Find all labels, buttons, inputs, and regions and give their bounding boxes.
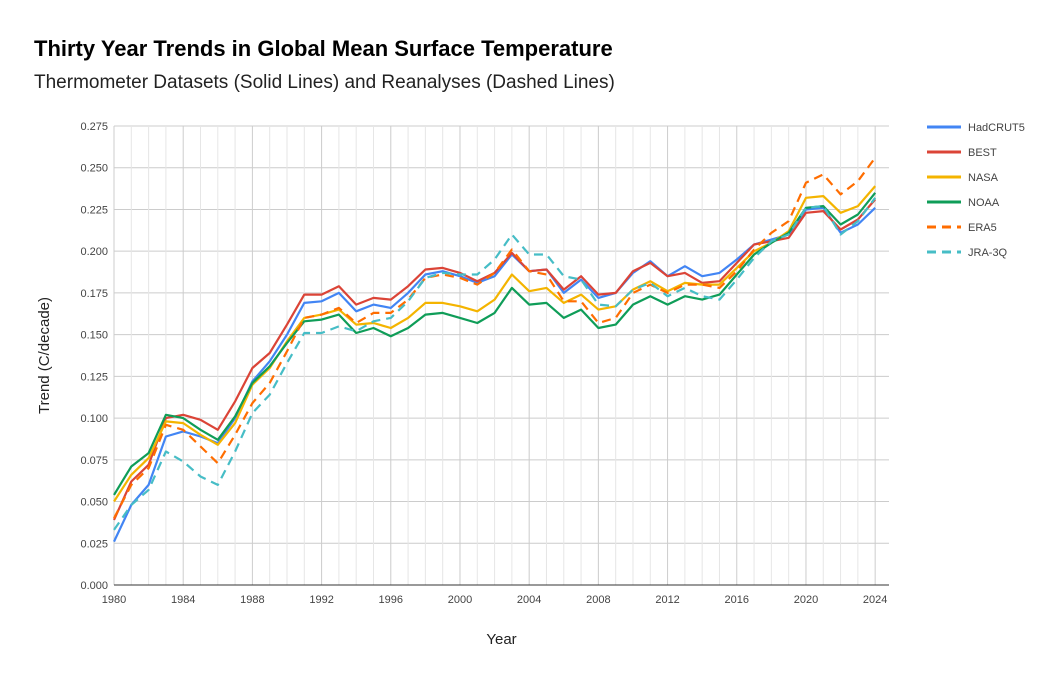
x-tick-label: 2024 (863, 594, 887, 606)
x-tick-label: 2000 (448, 594, 472, 606)
x-tick-label: 2020 (794, 594, 818, 606)
legend-label: NASA (968, 172, 999, 184)
y-tick-label: 0.075 (80, 455, 108, 467)
y-tick-label: 0.000 (80, 580, 108, 592)
x-tick-label: 1988 (240, 594, 264, 606)
x-axis-ticks: 1980 1984 1988 1992 1996 2000 2004 2008 2012 2016… (102, 594, 888, 606)
y-tick-label: 0.125 (80, 371, 108, 383)
x-tick-label: 2008 (586, 594, 610, 606)
y-tick-label: 0.250 (80, 163, 108, 175)
legend-label: NOAA (968, 197, 1000, 209)
chart-subtitle: Thermometer Datasets (Solid Lines) and R… (34, 72, 615, 93)
series-line-jra-3q (113, 197, 877, 531)
grid-lines (113, 125, 889, 585)
x-tick-label: 1992 (309, 594, 333, 606)
x-tick-label: 1996 (379, 594, 403, 606)
series-lines (112, 157, 877, 543)
legend-label: ERA5 (968, 222, 997, 234)
x-tick-label: 1984 (171, 594, 195, 606)
y-tick-label: 0.275 (80, 121, 108, 133)
legend-label: BEST (968, 147, 997, 159)
legend-label: JRA-3Q (968, 247, 1008, 259)
legend: HadCRUT5 BEST NASA NOAA ERA5 JRA-3Q (927, 122, 1025, 259)
x-axis-title: Year (486, 631, 516, 648)
series-line-noaa (113, 192, 877, 496)
x-tick-label: 2004 (517, 594, 541, 606)
series-line-nasa (113, 185, 877, 503)
y-tick-label: 0.150 (80, 330, 108, 342)
y-tick-label: 0.100 (80, 413, 108, 425)
x-tick-label: 1980 (102, 594, 126, 606)
y-axis-title: Trend (C/decade) (36, 297, 53, 414)
y-axis-ticks: 0.000 0.025 0.050 0.075 0.100 0.125 0.150 0.175… (80, 121, 108, 592)
x-tick-label: 2012 (655, 594, 679, 606)
x-tick-label: 2016 (725, 594, 749, 606)
y-tick-label: 0.175 (80, 288, 108, 300)
legend-label: HadCRUT5 (968, 122, 1025, 134)
chart-title: Thirty Year Trends in Global Mean Surfac… (34, 36, 613, 61)
y-tick-label: 0.200 (80, 246, 108, 258)
y-tick-label: 0.025 (80, 538, 108, 550)
y-tick-label: 0.050 (80, 497, 108, 509)
series-line-best (112, 198, 877, 521)
y-tick-label: 0.225 (80, 204, 108, 216)
